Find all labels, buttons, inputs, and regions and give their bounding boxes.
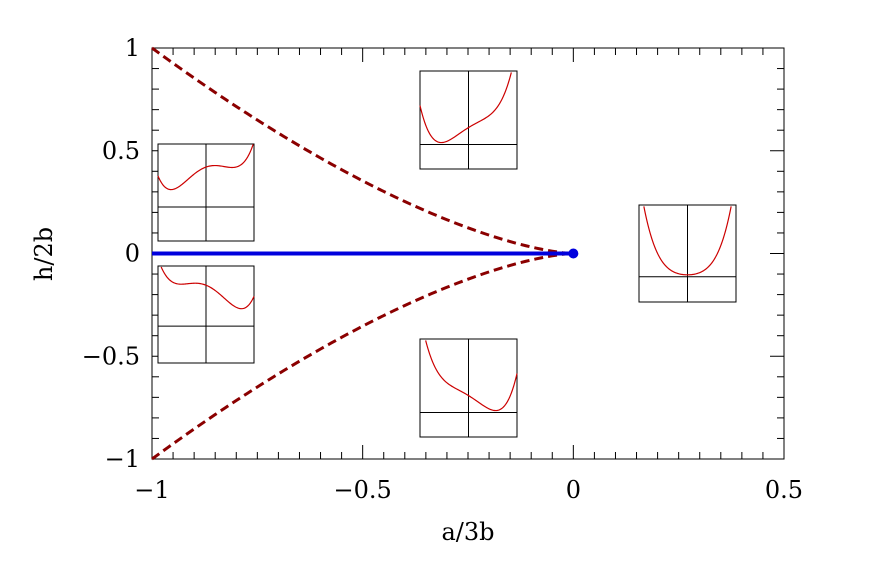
inset-potential-curve — [419, 72, 512, 144]
y-tick-label: 0.5 — [102, 137, 140, 165]
y-tick-label: 0 — [125, 240, 140, 268]
inset-single-well-positive-a — [638, 204, 737, 303]
cusp-point — [568, 248, 579, 259]
x-axis-title: a/3b — [441, 518, 494, 546]
inset-single-well-upper — [419, 70, 518, 170]
series-layer — [151, 46, 579, 461]
x-tick-label: −0.5 — [334, 476, 392, 504]
x-tick-label: 0 — [566, 476, 581, 504]
inset-layer — [157, 70, 737, 438]
y-axis-title: h/2b — [30, 227, 58, 281]
inset-single-well-lower — [419, 338, 518, 438]
inset-potential-curve — [160, 266, 255, 310]
inset-potential-curve — [643, 206, 732, 276]
inset-potential-curve — [425, 340, 518, 412]
cusp-boundary-curve-lower — [151, 252, 574, 461]
cusp-boundary-curve-upper — [151, 46, 574, 255]
tick-labels: −1 −0.5 0 0.5 −1 −0.5 0 0.5 1 — [82, 34, 803, 504]
y-tick-label: −0.5 — [82, 342, 140, 370]
x-tick-label: 0.5 — [765, 476, 803, 504]
inset-double-well-symmetric — [157, 143, 255, 242]
y-tick-label: 1 — [125, 34, 140, 62]
y-tick-label: −1 — [105, 445, 140, 473]
inset-double-well-right-deep — [157, 265, 255, 364]
x-tick-label: −1 — [134, 476, 169, 504]
inset-potential-curve — [157, 144, 254, 191]
